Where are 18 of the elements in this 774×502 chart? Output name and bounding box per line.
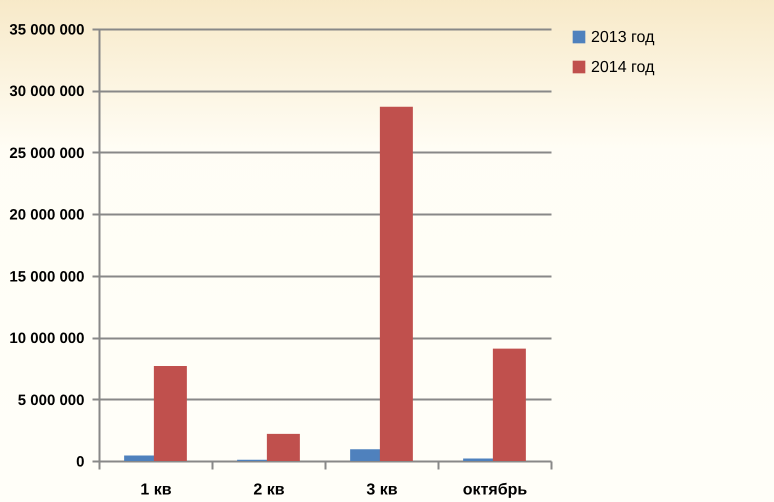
x-tick-label: октябрь (462, 482, 528, 498)
y-tick-label: 0 (76, 454, 84, 470)
y-tick-label: 30 000 000 (9, 83, 84, 100)
legend-label: 2013 год (591, 29, 656, 46)
bar (492, 348, 526, 461)
x-tick-label: 2 кв (253, 482, 285, 498)
y-tick-label: 20 000 000 (9, 206, 84, 224)
legend-label: 2014 год (591, 59, 656, 76)
x-tick-label: 3 кв (366, 482, 398, 498)
bar (266, 434, 300, 461)
bar (380, 106, 413, 461)
y-tick-label: 15 000 000 (9, 268, 84, 286)
x-tick-label: 1 кв (140, 482, 172, 498)
bar (154, 366, 187, 461)
y-tick-label: 5 000 000 (18, 392, 84, 409)
y-tick-label: 10 000 000 (9, 330, 84, 348)
y-tick-label: 35 000 000 (9, 22, 84, 38)
y-tick-label: 25 000 000 (9, 144, 84, 162)
